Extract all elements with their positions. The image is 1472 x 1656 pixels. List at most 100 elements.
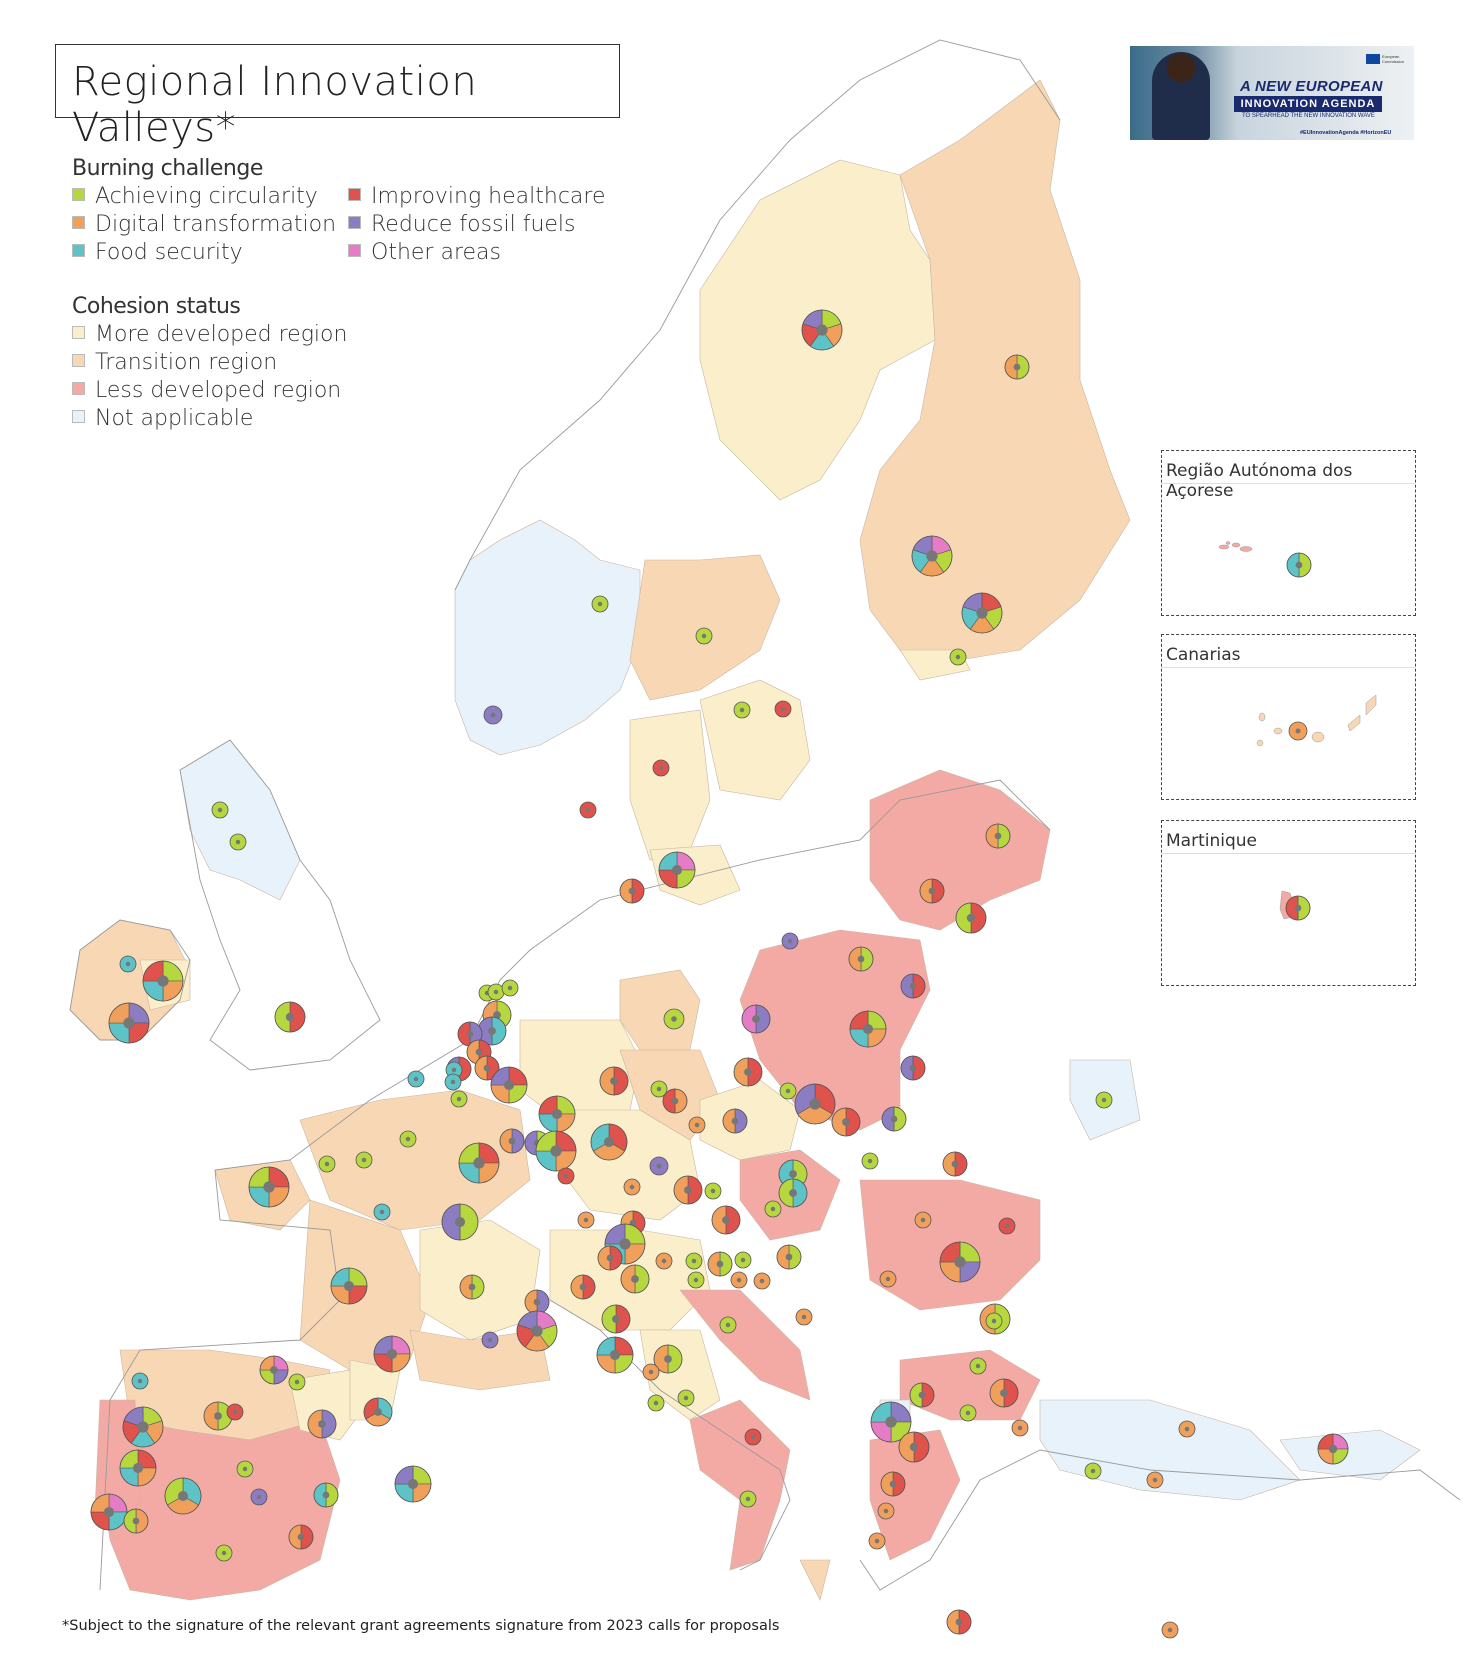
valley-marker-43-center [456, 1096, 462, 1102]
region-east-sweden [699, 679, 811, 801]
valley-marker-84-center [631, 1275, 639, 1283]
valley-marker-75 [441, 1203, 479, 1241]
valley-marker-124 [122, 1406, 164, 1448]
valley-marker-121-center [965, 1410, 971, 1416]
valley-marker-1 [1004, 354, 1030, 380]
valley-marker-6 [911, 535, 953, 577]
valley-marker-12-center [235, 839, 241, 845]
region-turkey-west [1039, 1399, 1301, 1501]
valley-marker-89 [776, 1244, 802, 1270]
coastline-3 [99, 779, 1051, 1591]
valley-marker-78 [711, 1205, 741, 1235]
valley-marker-52-center [551, 1108, 563, 1120]
valley-marker-134-center [407, 1478, 419, 1490]
valley-marker-48 [794, 1083, 836, 1125]
valley-marker-146-center [955, 1618, 963, 1626]
valley-marker-134 [394, 1465, 432, 1503]
valley-marker-79 [778, 1178, 808, 1208]
banner-line-2: INNOVATION AGENDA [1234, 96, 1382, 112]
valley-marker-39-center [862, 1023, 874, 1035]
valley-marker-68 [623, 1178, 641, 1196]
valley-marker-128-center [1328, 1444, 1338, 1454]
valley-marker-138 [880, 1471, 906, 1497]
inset-label-azores: Região Autónoma dos Açorese [1166, 461, 1353, 501]
valley-marker-138-center [889, 1480, 897, 1488]
valley-marker-32-center [475, 1048, 483, 1056]
valley-marker-143-center [297, 1533, 305, 1541]
valley-marker-45-center [656, 1086, 662, 1092]
valley-marker-68-center [629, 1184, 635, 1190]
valley-marker-107-center [270, 1366, 278, 1374]
valley-marker-117 [647, 1394, 665, 1412]
valley-marker-2 [591, 595, 609, 613]
valley-marker-62-center [324, 1161, 330, 1167]
valley-marker-60-center [361, 1157, 367, 1163]
valley-marker-135 [313, 1482, 339, 1508]
valley-marker-116 [307, 1409, 337, 1439]
region-scotland [179, 739, 301, 901]
valley-marker-108-center [294, 1379, 300, 1385]
valley-marker-90-center [736, 1277, 742, 1283]
valley-marker-117-center [653, 1400, 659, 1406]
valley-marker-130-center [1090, 1468, 1096, 1474]
region-south-italy [689, 1399, 791, 1571]
valley-marker-69-center [684, 1186, 692, 1194]
valley-marker-5-center [780, 706, 786, 712]
valley-marker-109-center [609, 1349, 621, 1361]
valley-marker-147 [1161, 1621, 1179, 1639]
valley-marker-72 [764, 1200, 782, 1218]
valley-marker-106 [373, 1335, 411, 1373]
valley-marker-91-center [693, 1277, 699, 1283]
valley-marker-8 [949, 648, 967, 666]
valley-marker-78-center [722, 1216, 730, 1224]
valley-marker-10-center [658, 765, 664, 771]
valley-marker-55 [535, 1130, 577, 1172]
valley-marker-112 [969, 1357, 987, 1375]
valley-marker-133 [236, 1460, 254, 1478]
valley-marker-28-center [507, 985, 513, 991]
valley-marker-50-center [890, 1115, 898, 1123]
valley-marker-55-center [550, 1145, 562, 1157]
valley-marker-59-center [731, 1117, 739, 1125]
valley-marker-11-center [217, 807, 223, 813]
valley-marker-91 [687, 1271, 705, 1289]
valley-marker-51 [1095, 1091, 1113, 1109]
valley-marker-89-center [785, 1253, 793, 1261]
valley-marker-39 [849, 1010, 887, 1048]
valley-marker-100-center [612, 1315, 620, 1323]
burning-challenge-legend: Burning challenge Achieving circularity … [72, 156, 606, 265]
valley-marker-10 [652, 759, 670, 777]
valley-marker-102-center [991, 1318, 997, 1324]
valley-marker-105-center [487, 1337, 493, 1343]
valley-marker-17 [142, 960, 184, 1002]
valley-marker-95 [330, 1267, 368, 1305]
valley-marker-0 [801, 309, 843, 351]
valley-marker-25 [900, 973, 926, 999]
valley-marker-41 [407, 1070, 425, 1088]
legend-item-other: Other areas [348, 240, 501, 265]
valley-marker-63-center [473, 1157, 485, 1169]
valley-marker-109 [596, 1336, 634, 1374]
valley-marker-44 [599, 1066, 629, 1096]
region-islands [799, 1559, 831, 1601]
valley-marker-140-center [132, 1517, 140, 1525]
azores-valley-marker [1286, 552, 1312, 578]
valley-marker-51-center [1101, 1097, 1107, 1103]
legend-heading-burning-challenge: Burning challenge [72, 156, 263, 181]
coastline-2 [179, 739, 381, 1071]
valley-marker-18-center [123, 1017, 135, 1029]
valley-marker-28 [501, 979, 519, 997]
valley-marker-0-center [816, 324, 828, 336]
valley-marker-69 [673, 1175, 703, 1205]
valley-marker-5 [774, 700, 792, 718]
valley-marker-35-center [503, 1079, 515, 1091]
valley-marker-125-center [232, 1409, 238, 1415]
valley-marker-88-center [740, 1257, 746, 1263]
valley-marker-113 [131, 1372, 149, 1390]
region-czechia [699, 1079, 801, 1161]
valley-marker-61-center [405, 1136, 411, 1142]
valley-marker-4-center [739, 707, 745, 713]
valley-marker-70-center [710, 1188, 716, 1194]
valley-marker-2-center [597, 601, 603, 607]
